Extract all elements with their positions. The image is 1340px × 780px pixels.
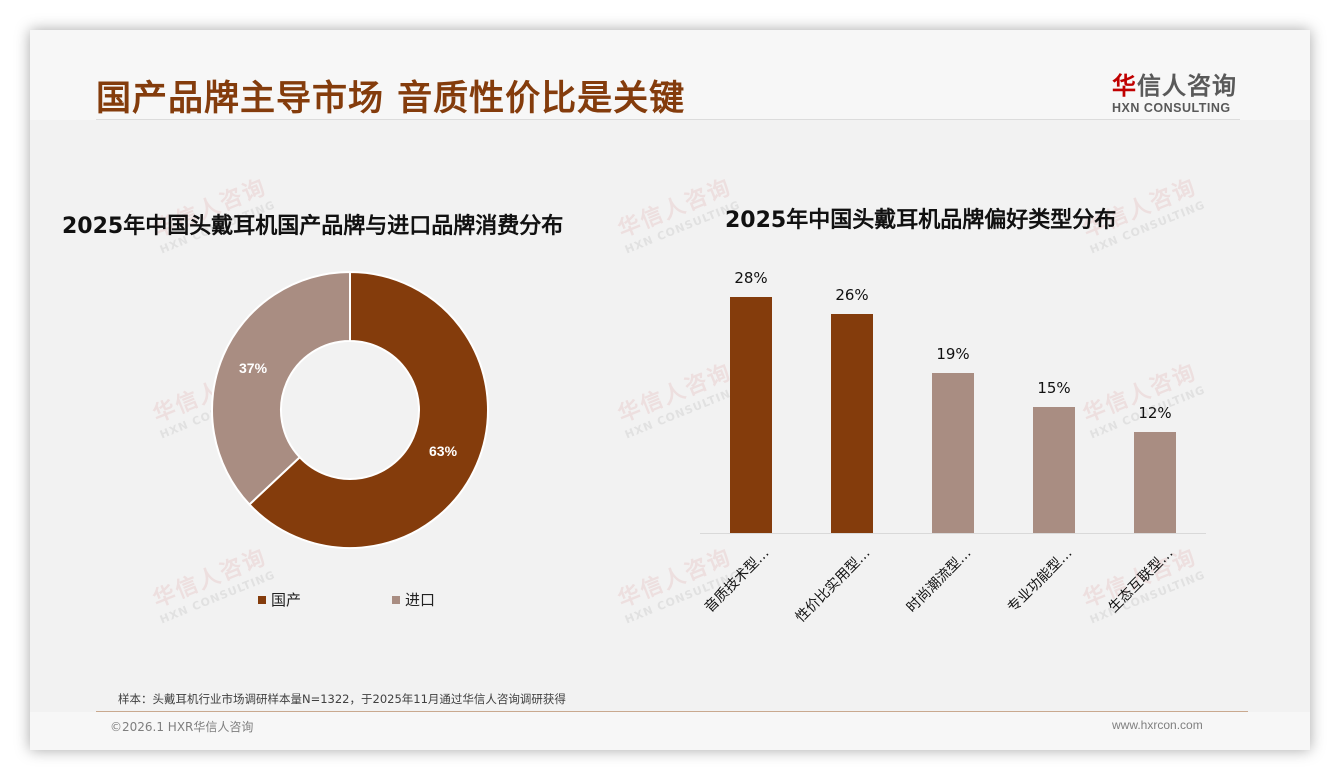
slide: 国产品牌主导市场 音质性价比是关键 华信人咨询 HXN CONSULTING 华… — [30, 30, 1310, 750]
x-axis-label: 专业功能型… — [1004, 545, 1076, 616]
bar-1 — [831, 313, 873, 533]
legend-swatch — [258, 595, 266, 604]
legend-label: 国产 — [271, 591, 302, 609]
legend-item-domestic: 国产 — [258, 589, 301, 610]
x-axis-label: 生态互联型… — [1105, 545, 1177, 616]
x-axis-label: 性价比实用型… — [792, 545, 874, 626]
bar-value-label: 19% — [936, 344, 970, 363]
x-axis-line — [700, 533, 1206, 534]
bar-3 — [1033, 406, 1075, 533]
page-title: 国产品牌主导市场 音质性价比是关键 — [96, 79, 686, 119]
bar-value-label: 15% — [1037, 378, 1071, 397]
logo-mark: 华 — [1112, 72, 1137, 100]
bar-4 — [1134, 431, 1176, 533]
bar-chart-title: 2025年中国头戴耳机品牌偏好类型分布 — [725, 208, 1117, 233]
header-divider — [96, 119, 1240, 120]
legend-item-imported: 进口 — [392, 589, 435, 610]
legend-label: 进口 — [405, 591, 436, 609]
donut-slice-imported — [211, 270, 351, 506]
company-logo: 华信人咨询 HXN CONSULTING — [1112, 66, 1262, 115]
header-band — [30, 30, 1310, 120]
bar-0 — [730, 297, 772, 533]
website-link[interactable]: www.hxrcon.com — [1112, 718, 1203, 732]
copyright: ©2026.1 HXR华信人咨询 — [110, 720, 254, 734]
x-axis-label: 音质技术型… — [701, 545, 773, 616]
donut-chart: 63% 37% — [210, 270, 490, 550]
legend-swatch — [392, 595, 400, 604]
logo-name: 信人咨询 — [1137, 72, 1237, 100]
bar-value-label: 26% — [835, 285, 869, 304]
sample-note: 样本：头戴耳机行业市场调研样本量N=1322，于2025年11月通过华信人咨询调… — [118, 692, 566, 706]
x-axis-label: 时尚潮流型… — [903, 545, 975, 616]
logo-cn: 华信人咨询 — [1112, 66, 1262, 101]
donut-chart-title: 2025年中国头戴耳机国产品牌与进口品牌消费分布 — [62, 214, 564, 239]
donut-svg — [211, 270, 489, 549]
donut-label-imported: 37% — [239, 360, 268, 376]
bar-value-label: 12% — [1138, 403, 1172, 422]
footer-divider — [96, 711, 1248, 712]
donut-slice-domestic — [247, 270, 489, 549]
logo-en: HXN CONSULTING — [1112, 101, 1231, 115]
bar-value-label: 28% — [734, 269, 768, 287]
donut-label-domestic: 63% — [429, 443, 458, 459]
bar-2 — [932, 372, 974, 533]
footer-band — [30, 712, 1310, 750]
